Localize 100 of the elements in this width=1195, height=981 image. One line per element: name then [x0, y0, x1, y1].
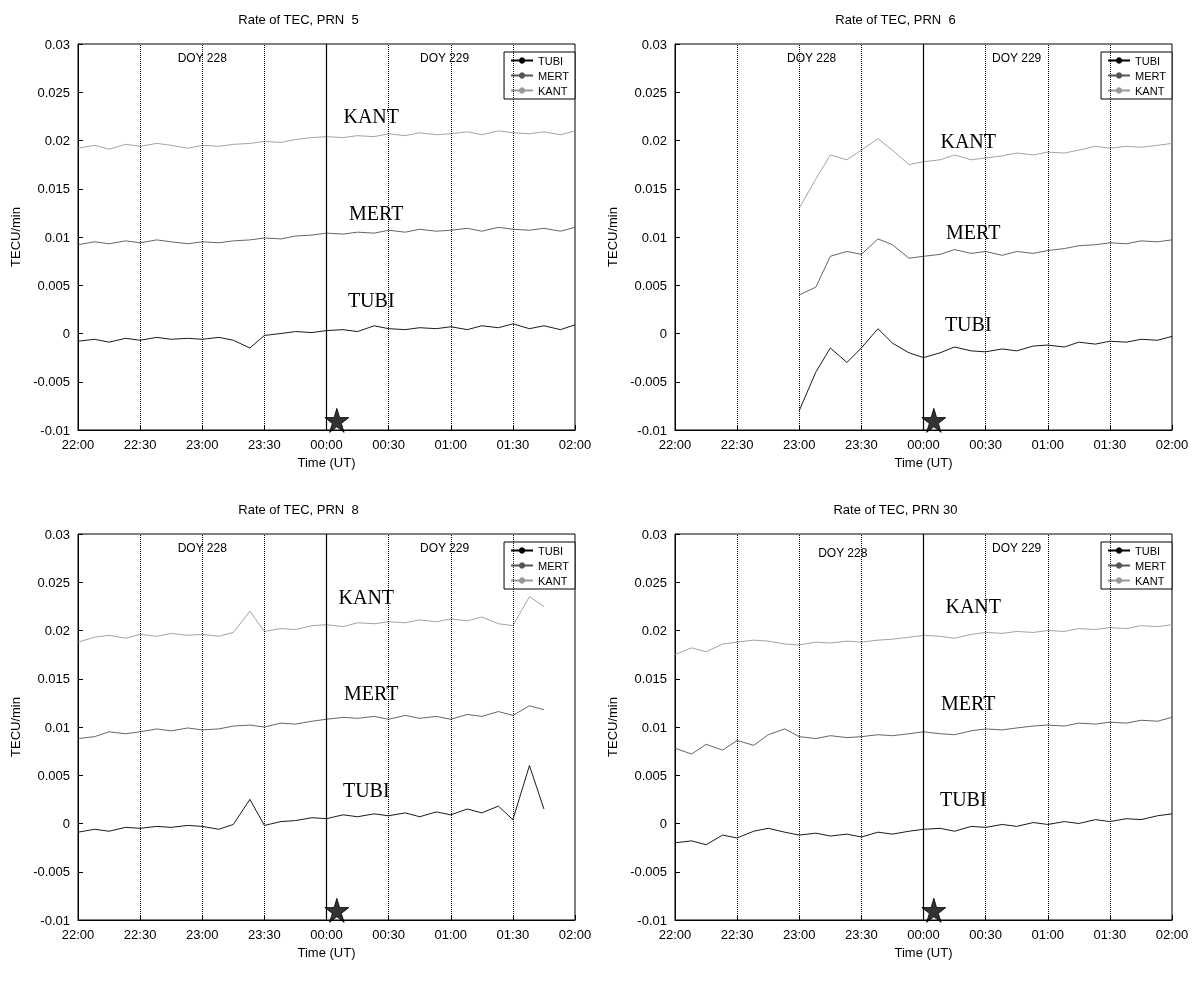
- x-tick-label: 23:00: [185, 927, 219, 942]
- legend-label: TUBI: [538, 54, 564, 67]
- x-tick-label: 01:30: [496, 437, 530, 452]
- y-tick-label: 0.01: [641, 719, 667, 735]
- chart-title: Rate of TEC, PRN 6: [835, 12, 956, 27]
- x-axis-title: Time (UT): [297, 945, 356, 960]
- x-tick-label: 01:00: [434, 437, 468, 452]
- y-tick-label: 0.025: [37, 574, 70, 590]
- x-tick-label: 01:00: [1031, 437, 1065, 452]
- legend-label: KANT: [538, 574, 568, 587]
- x-tick-label: 02:00: [1155, 437, 1189, 452]
- x-tick-label: 22:30: [123, 927, 157, 942]
- y-tick-label: -0.005: [33, 374, 70, 390]
- x-tick-label: 22:30: [720, 927, 754, 942]
- x-tick-label: 00:30: [969, 927, 1002, 942]
- annotation: MERT: [349, 201, 404, 224]
- annotation: TUBI: [944, 312, 992, 335]
- x-tick-label: 22:00: [658, 927, 692, 942]
- annotation: TUBI: [939, 788, 987, 811]
- x-tick-label: 23:30: [845, 927, 878, 942]
- y-tick-label: 0.03: [641, 36, 667, 52]
- legend-label: TUBI: [1135, 54, 1161, 67]
- annotation: DOY 228: [177, 541, 228, 556]
- legend-label: TUBI: [1135, 544, 1161, 557]
- y-tick-label: -0.01: [637, 422, 667, 438]
- x-tick-label: 00:00: [310, 437, 343, 452]
- x-tick-label: 22:30: [123, 437, 157, 452]
- y-tick-label: 0.02: [44, 623, 70, 638]
- legend-label: MERT: [1135, 69, 1167, 82]
- y-tick-label: 0.01: [44, 229, 70, 245]
- y-tick-label: 0.02: [641, 133, 667, 148]
- y-axis-title: TECU/min: [605, 697, 620, 757]
- x-tick-label: 22:00: [61, 927, 95, 942]
- annotation: TUBI: [347, 288, 395, 311]
- y-tick-label: 0: [659, 816, 667, 831]
- y-axis-title: TECU/min: [605, 207, 620, 267]
- x-tick-label: 01:30: [1093, 437, 1127, 452]
- legend-label: KANT: [538, 84, 568, 97]
- line-series: [77, 705, 545, 740]
- x-tick-label: 02:00: [558, 927, 592, 942]
- annotation: DOY 229: [419, 541, 470, 556]
- x-tick-label: 23:30: [845, 437, 878, 452]
- y-tick-label: 0.015: [634, 671, 667, 687]
- annotation: DOY 229: [992, 541, 1042, 556]
- legend-label: MERT: [538, 69, 570, 82]
- x-tick-label: 00:30: [372, 437, 405, 452]
- x-tick-label: 01:30: [1093, 927, 1127, 942]
- annotation: KANT: [940, 129, 996, 152]
- y-tick-label: 0.01: [641, 229, 667, 245]
- y-axis-title: TECU/min: [8, 697, 23, 757]
- x-axis-title: Time (UT): [894, 945, 953, 960]
- y-tick-label: -0.005: [630, 374, 667, 390]
- y-tick-label: 0.015: [37, 671, 70, 687]
- x-tick-label: 02:00: [558, 437, 592, 452]
- y-tick-label: 0.025: [37, 84, 70, 100]
- x-tick-label: 00:00: [907, 437, 940, 452]
- x-tick-label: 23:00: [185, 437, 219, 452]
- x-tick-label: 23:30: [248, 927, 281, 942]
- line-series: [674, 624, 1173, 656]
- annotation: DOY 228: [177, 51, 228, 66]
- annotation: KANT: [945, 595, 1001, 618]
- chart-title: Rate of TEC, PRN 30: [833, 502, 958, 517]
- x-axis-title: Time (UT): [894, 455, 953, 470]
- legend-label: TUBI: [538, 544, 564, 557]
- y-tick-label: 0.005: [634, 277, 667, 293]
- annotation: DOY 229: [992, 51, 1042, 66]
- line-series: [674, 716, 1173, 755]
- annotation: MERT: [941, 691, 996, 714]
- legend-label: KANT: [1135, 574, 1165, 587]
- x-tick-label: 01:00: [1031, 927, 1065, 942]
- line-series: [77, 226, 576, 246]
- annotation: MERT: [946, 221, 1001, 244]
- y-tick-label: -0.005: [630, 864, 667, 880]
- y-tick-label: 0.025: [634, 84, 667, 100]
- annotation: DOY 228: [787, 51, 837, 66]
- y-tick-label: 0.025: [634, 574, 667, 590]
- y-tick-label: 0: [62, 816, 70, 831]
- annotation: KANT: [343, 105, 399, 128]
- annotation: MERT: [344, 682, 399, 705]
- y-tick-label: 0.02: [44, 133, 70, 148]
- y-tick-label: 0: [62, 326, 70, 341]
- annotation: DOY 229: [419, 51, 470, 66]
- y-tick-label: 0: [659, 326, 667, 341]
- chart-title: Rate of TEC, PRN 8: [238, 502, 359, 517]
- annotation: KANT: [338, 585, 395, 608]
- annotation: DOY 228: [818, 546, 868, 561]
- y-tick-label: 0.03: [44, 36, 70, 52]
- y-axis-title: TECU/min: [8, 207, 23, 267]
- legend-label: MERT: [1135, 559, 1167, 572]
- line-series: [77, 130, 576, 150]
- chart-title: Rate of TEC, PRN 5: [238, 12, 359, 27]
- y-tick-label: 0.03: [44, 526, 70, 542]
- y-tick-label: 0.005: [37, 277, 70, 293]
- x-tick-label: 23:00: [782, 437, 816, 452]
- legend-label: MERT: [538, 559, 570, 572]
- legend-label: KANT: [1135, 84, 1165, 97]
- y-tick-label: 0.005: [634, 767, 667, 783]
- y-tick-label: 0.03: [641, 526, 667, 542]
- y-tick-label: -0.01: [40, 912, 70, 928]
- x-tick-label: 00:00: [907, 927, 940, 942]
